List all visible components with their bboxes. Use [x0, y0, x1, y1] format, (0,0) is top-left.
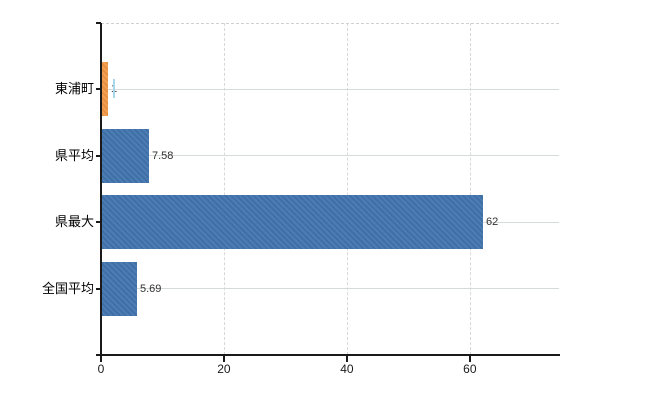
i-beam-cursor-artifact [113, 79, 115, 98]
y-axis-top-tick [96, 22, 101, 24]
horizontal-gridline [101, 88, 559, 90]
y-axis-tick [96, 221, 101, 224]
y-axis-line [100, 23, 102, 356]
y-axis-tick [96, 154, 101, 157]
category-label: 全国平均 [41, 280, 94, 296]
bar-value-label: 5.69 [140, 282, 162, 295]
x-axis-tick-label: 40 [340, 362, 354, 376]
vertical-gridline [469, 23, 471, 355]
bar-value-label: 62 [486, 216, 499, 229]
category-label: 県最大 [54, 214, 94, 230]
x-axis-line [96, 354, 560, 356]
horizontal-gridline [101, 155, 559, 157]
bar-2[interactable] [102, 128, 149, 183]
bar-1[interactable] [102, 62, 108, 117]
bar-value-label: 7.58 [152, 149, 174, 162]
vertical-gridline [223, 23, 225, 355]
bar-3[interactable] [102, 195, 483, 250]
x-axis-tick-label: 60 [463, 362, 477, 376]
horizontal-gridline [101, 288, 559, 290]
x-axis-tick [345, 356, 348, 362]
x-axis-tick [468, 356, 471, 362]
y-axis-tick [96, 287, 101, 290]
plot-top-border [101, 23, 559, 24]
x-axis-tick [100, 356, 102, 362]
category-label: 東浦町 [54, 81, 94, 97]
bar-4[interactable] [102, 261, 137, 316]
x-axis-tick [222, 356, 225, 362]
x-axis-tick-label: 0 [97, 362, 105, 376]
y-axis-tick [96, 88, 101, 91]
x-axis-tick-label: 20 [217, 362, 231, 376]
vertical-gridline [346, 23, 348, 355]
category-label: 県平均 [54, 147, 94, 163]
